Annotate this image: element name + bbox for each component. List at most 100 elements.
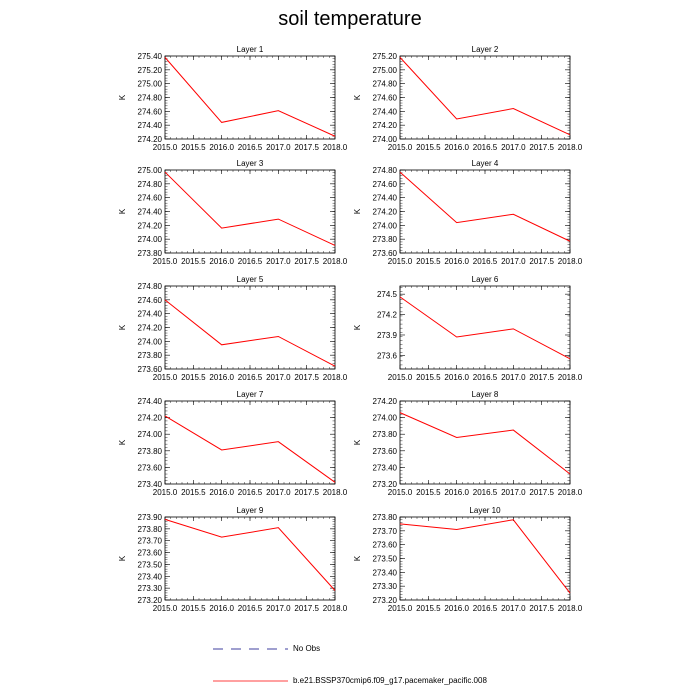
plot-frame <box>399 516 571 601</box>
plot-frame <box>399 285 571 370</box>
plot-frame <box>399 55 571 140</box>
plot-title: Layer 8 <box>472 390 499 399</box>
x-tick-label: 2015.5 <box>181 488 206 497</box>
y-tick-label: 274.20 <box>373 121 398 130</box>
y-tick-label: 274.20 <box>138 221 163 230</box>
y-tick-label: 274.40 <box>373 194 398 203</box>
y-tick-label: 273.60 <box>373 541 398 550</box>
y-tick-label: 274.5 <box>377 290 398 299</box>
y-tick-label: 274.00 <box>373 135 398 144</box>
y-tick-label: 273.20 <box>373 596 398 605</box>
plot-frame <box>164 516 336 601</box>
x-tick-label: 2016.5 <box>238 488 263 497</box>
y-tick-label: 275.20 <box>138 66 163 75</box>
y-tick-label: 274.60 <box>373 180 398 189</box>
x-tick-label: 2016.5 <box>238 373 263 382</box>
x-tick-label: 2018.0 <box>558 143 583 152</box>
x-tick-label: 2017.5 <box>294 143 319 152</box>
y-tick-label: 273.9 <box>377 331 398 340</box>
y-tick-label: 273.80 <box>138 249 163 258</box>
x-tick-label: 2015.0 <box>153 604 178 613</box>
y-axis-label: K <box>353 94 362 100</box>
y-tick-label: 274.80 <box>138 180 163 189</box>
y-tick-label: 275.40 <box>138 52 163 61</box>
x-tick-label: 2017.0 <box>266 373 291 382</box>
x-tick-label: 2015.5 <box>181 604 206 613</box>
x-tick-label: 2017.5 <box>529 604 554 613</box>
y-tick-label: 274.60 <box>138 296 163 305</box>
plot-frame <box>399 169 571 254</box>
plot-title: Layer 10 <box>469 506 501 515</box>
x-tick-label: 2015.0 <box>388 488 413 497</box>
y-axis-label: K <box>118 555 127 561</box>
y-tick-label: 274.60 <box>373 94 398 103</box>
x-tick-label: 2015.0 <box>388 143 413 152</box>
y-tick-label: 274.40 <box>138 121 163 130</box>
y-tick-label: 273.50 <box>373 555 398 564</box>
x-tick-label: 2017.0 <box>266 143 291 152</box>
x-tick-label: 2015.0 <box>153 257 178 266</box>
x-tick-label: 2018.0 <box>323 604 348 613</box>
y-axis-label: K <box>118 94 127 100</box>
x-tick-label: 2017.5 <box>529 143 554 152</box>
x-tick-label: 2015.5 <box>181 143 206 152</box>
y-tick-label: 274.2 <box>377 311 398 320</box>
plot-title: Layer 5 <box>237 275 264 284</box>
plot-title: Layer 6 <box>472 275 499 284</box>
x-tick-label: 2015.5 <box>416 143 441 152</box>
x-tick-label: 2017.0 <box>501 257 526 266</box>
y-tick-label: 275.00 <box>138 80 163 89</box>
y-tick-label: 273.60 <box>373 249 398 258</box>
x-tick-label: 2016.5 <box>238 604 263 613</box>
y-tick-label: 273.90 <box>138 513 163 522</box>
x-tick-label: 2018.0 <box>323 257 348 266</box>
series-line <box>164 299 336 367</box>
x-tick-label: 2015.5 <box>416 604 441 613</box>
y-tick-label: 273.80 <box>373 513 398 522</box>
y-tick-label: 274.40 <box>138 208 163 217</box>
y-tick-label: 273.40 <box>373 568 398 577</box>
series-line <box>164 171 336 246</box>
y-tick-label: 273.20 <box>138 596 163 605</box>
y-tick-label: 273.80 <box>373 235 398 244</box>
page-title: soil temperature <box>278 8 422 30</box>
x-tick-label: 2016.5 <box>238 257 263 266</box>
x-tick-label: 2018.0 <box>323 143 348 152</box>
x-tick-label: 2016.5 <box>473 604 498 613</box>
series-line <box>164 518 336 591</box>
x-tick-label: 2016.0 <box>209 257 234 266</box>
x-tick-label: 2016.5 <box>473 373 498 382</box>
x-tick-label: 2017.5 <box>294 373 319 382</box>
y-axis-label: K <box>353 439 362 445</box>
x-tick-label: 2015.0 <box>153 373 178 382</box>
y-tick-label: 273.70 <box>138 537 163 546</box>
y-tick-label: 273.80 <box>138 525 163 534</box>
x-tick-label: 2018.0 <box>558 373 583 382</box>
x-tick-label: 2015.0 <box>388 604 413 613</box>
series-line <box>399 171 571 242</box>
x-tick-label: 2016.0 <box>444 257 469 266</box>
x-tick-label: 2017.0 <box>501 373 526 382</box>
x-tick-label: 2017.0 <box>266 488 291 497</box>
y-tick-label: 273.6 <box>377 351 398 360</box>
x-tick-label: 2016.0 <box>444 373 469 382</box>
y-tick-label: 274.20 <box>373 397 398 406</box>
y-axis-label: K <box>353 555 362 561</box>
y-tick-label: 273.60 <box>138 549 163 558</box>
x-tick-label: 2018.0 <box>558 257 583 266</box>
x-tick-label: 2017.5 <box>294 488 319 497</box>
x-tick-label: 2015.5 <box>416 257 441 266</box>
y-tick-label: 274.60 <box>138 107 163 116</box>
x-tick-label: 2017.0 <box>501 604 526 613</box>
plot-title: Layer 2 <box>472 45 499 54</box>
y-tick-label: 273.50 <box>138 560 163 569</box>
y-tick-label: 274.40 <box>138 310 163 319</box>
y-tick-label: 273.40 <box>373 463 398 472</box>
y-tick-label: 273.40 <box>138 572 163 581</box>
x-tick-label: 2017.5 <box>294 604 319 613</box>
y-tick-label: 274.80 <box>373 80 398 89</box>
y-tick-label: 273.60 <box>138 365 163 374</box>
series-line <box>399 519 571 594</box>
series-line <box>399 412 571 475</box>
plot-title: Layer 4 <box>472 159 499 168</box>
